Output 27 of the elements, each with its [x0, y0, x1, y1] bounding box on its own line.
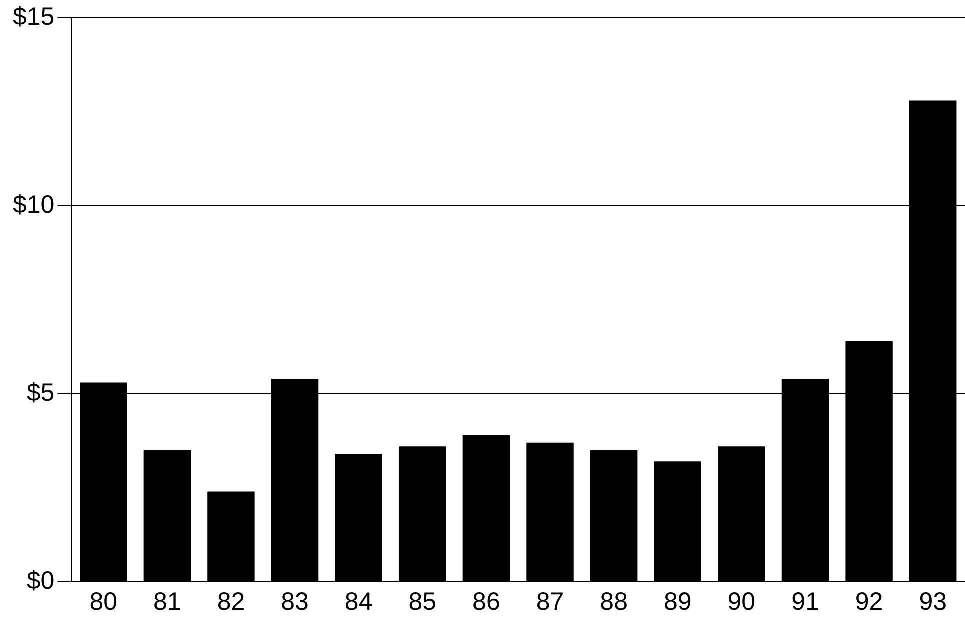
- x-tick-label: 92: [855, 588, 884, 616]
- x-tick-label: 81: [154, 588, 182, 616]
- x-tick-label: 85: [408, 588, 437, 616]
- x-tick-label: 88: [600, 588, 628, 616]
- x-tick-label: 87: [536, 588, 564, 616]
- x-tick-label: 89: [664, 588, 692, 616]
- bar: [654, 462, 702, 582]
- x-tick-label: 82: [217, 588, 246, 616]
- x-tick-label: 84: [344, 588, 373, 616]
- bar: [462, 435, 510, 582]
- x-tick-label: 90: [728, 588, 756, 616]
- x-tick-label: 93: [919, 588, 948, 616]
- x-tick-label: 91: [792, 588, 820, 616]
- bar: [526, 442, 574, 582]
- x-tick-label: 83: [281, 588, 309, 616]
- bar: [144, 450, 192, 582]
- bar: [718, 446, 766, 582]
- x-tick-label: 86: [472, 588, 500, 616]
- bar: [399, 446, 446, 582]
- x-tick-label: 80: [90, 588, 118, 616]
- bar: [208, 492, 255, 582]
- bar: [335, 454, 382, 582]
- bar: [590, 450, 638, 582]
- y-tick-label: $0: [26, 566, 55, 595]
- y-tick-label: $5: [26, 378, 55, 407]
- y-tick-label: $10: [12, 190, 55, 219]
- y-tick-label: $15: [12, 2, 55, 31]
